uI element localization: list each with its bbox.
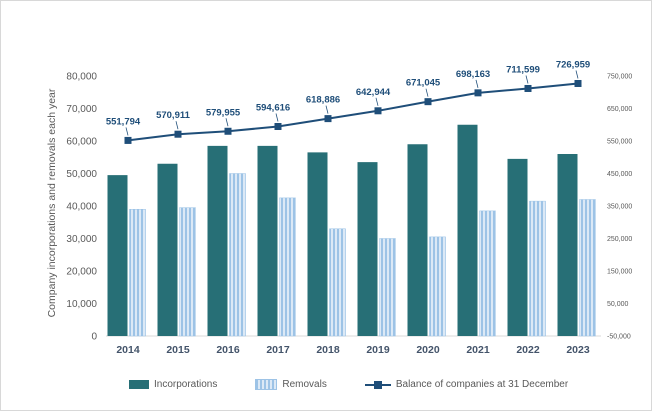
balance-data-label: 594,616 xyxy=(256,102,290,113)
left-axis-tick-label: 60,000 xyxy=(66,137,97,148)
right-axis-tick-label: 450,000 xyxy=(607,171,632,178)
balance-label-leader xyxy=(225,118,229,127)
balance-marker-2014 xyxy=(124,136,132,144)
bar-removals-2015 xyxy=(179,207,196,337)
bar-removals-2021 xyxy=(479,210,496,337)
balance-line xyxy=(127,82,579,142)
balance-marker-2020 xyxy=(424,98,432,106)
left-axis-tick-label: 10,000 xyxy=(66,299,97,310)
balance-label-leader xyxy=(275,113,279,122)
x-axis-category-label: 2021 xyxy=(466,344,490,356)
balance-marker-2022 xyxy=(524,84,532,92)
x-axis-category-label: 2016 xyxy=(216,344,240,356)
right-axis-tick-label: 650,000 xyxy=(607,106,632,113)
bar-incorporations-2021 xyxy=(457,124,478,336)
balance-label-leader xyxy=(575,70,579,79)
legend-item-incorporations: Incorporations xyxy=(129,379,217,390)
x-axis-category-label: 2015 xyxy=(166,344,190,356)
legend-item-balance: Balance of companies at 31 December xyxy=(364,379,569,390)
x-axis-category-label: 2017 xyxy=(266,344,290,356)
x-axis-category-label: 2023 xyxy=(566,344,590,356)
right-axis-tick-label: 250,000 xyxy=(607,236,632,243)
balance-data-label: 642,944 xyxy=(356,87,391,98)
data-labels-layer: 551,794 570,911 579,955 594,616 618,886 642,9… xyxy=(106,59,590,136)
balance-label-leader xyxy=(325,105,329,114)
legend-label-removals: Removals xyxy=(282,379,327,390)
bar-incorporations-2015 xyxy=(157,163,178,336)
right-axis-tick-label: -50,000 xyxy=(607,334,631,341)
balance-label-leader xyxy=(475,79,479,88)
balance-data-label: 551,794 xyxy=(106,116,141,127)
bar-incorporations-2019 xyxy=(357,162,378,336)
bar-incorporations-2014 xyxy=(107,175,128,336)
bar-incorporations-2017 xyxy=(257,145,278,336)
right-axis-tick-label: 150,000 xyxy=(607,269,632,276)
bar-incorporations-2016 xyxy=(207,145,228,336)
balance-label-leader xyxy=(425,88,429,97)
balance-data-label: 671,045 xyxy=(406,78,441,89)
right-axis-tick-label: 350,000 xyxy=(607,204,632,211)
balance-label-leader xyxy=(125,127,129,136)
balance-label-leader xyxy=(525,75,529,84)
balance-data-label: 726,959 xyxy=(556,59,590,70)
x-axis-category-label: 2020 xyxy=(416,344,440,356)
left-axis-tick-label: 50,000 xyxy=(66,169,97,180)
balance-data-label: 711,599 xyxy=(506,64,540,75)
x-axis-category-label: 2019 xyxy=(366,344,390,356)
x-axis-category-label: 2014 xyxy=(116,344,140,356)
balance-marker-2021 xyxy=(474,89,482,97)
axis-layer: 0 10,000 20,000 30,000 40,000 50,000 60,000 70,… xyxy=(66,72,632,357)
left-axis-tick-label: 80,000 xyxy=(66,72,97,83)
left-axis-tick-label: 20,000 xyxy=(66,267,97,278)
balance-data-label: 698,163 xyxy=(456,69,490,80)
bar-incorporations-2022 xyxy=(507,158,528,336)
balance-line-swatch-icon xyxy=(364,380,391,389)
left-axis-tick-label: 70,000 xyxy=(66,104,97,115)
balance-marker-2023 xyxy=(574,79,582,87)
x-axis-category-label: 2022 xyxy=(516,344,540,356)
balance-data-label: 579,955 xyxy=(206,107,241,118)
legend-item-removals: Removals xyxy=(255,379,327,390)
left-axis-tick-label: 0 xyxy=(91,332,97,343)
bar-removals-2023 xyxy=(579,199,596,337)
legend: Incorporations Removals Balance of compa… xyxy=(129,379,568,390)
right-axis-tick-label: 50,000 xyxy=(607,301,629,308)
bar-removals-2017 xyxy=(279,197,296,337)
x-axis-category-label: 2018 xyxy=(316,344,340,356)
balance-marker-2019 xyxy=(374,107,382,115)
right-axis-tick-label: 550,000 xyxy=(607,139,632,146)
bar-removals-2018 xyxy=(329,228,346,337)
balance-marker-2016 xyxy=(224,127,232,135)
bar-incorporations-2018 xyxy=(307,152,328,336)
balance-marker-2015 xyxy=(174,130,182,138)
bars-layer xyxy=(107,124,596,337)
left-axis-tick-label: 40,000 xyxy=(66,202,97,213)
bar-incorporations-2020 xyxy=(407,144,428,336)
balance-marker-2017 xyxy=(274,122,282,130)
bar-removals-2016 xyxy=(229,173,246,337)
bar-removals-2014 xyxy=(129,209,146,337)
balance-marker-2018 xyxy=(324,115,332,123)
left-axis-tick-label: 30,000 xyxy=(66,234,97,245)
legend-label-incorporations: Incorporations xyxy=(154,379,218,390)
balance-data-label: 618,886 xyxy=(306,95,340,106)
legend-label-balance: Balance of companies at 31 December xyxy=(395,379,569,390)
balance-label-leader xyxy=(175,121,179,130)
bar-removals-2019 xyxy=(379,238,396,337)
balance-data-label: 570,911 xyxy=(156,110,191,121)
balance-line-layer xyxy=(124,79,582,144)
removals-swatch-icon xyxy=(255,379,278,390)
bar-removals-2022 xyxy=(529,200,546,337)
bar-incorporations-2023 xyxy=(557,154,578,336)
bar-removals-2020 xyxy=(429,236,446,337)
incorporations-swatch-icon xyxy=(129,380,149,389)
right-axis-tick-label: 750,000 xyxy=(607,74,632,81)
balance-label-leader xyxy=(375,97,379,106)
